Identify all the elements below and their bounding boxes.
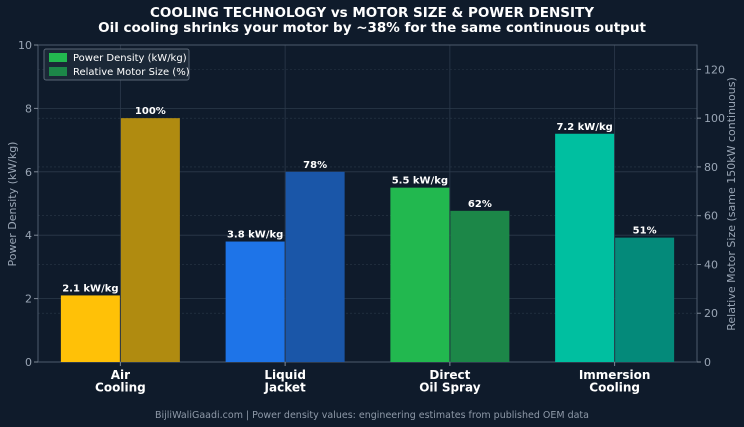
left-axis-label: Power Density (kW/kg) <box>6 142 19 267</box>
bar <box>615 237 675 362</box>
right-tick-label: 20 <box>704 307 718 320</box>
bar <box>285 171 345 362</box>
left-tick-label: 8 <box>25 102 32 115</box>
left-tick-label: 4 <box>25 229 32 242</box>
left-axis: 0 2 4 6 8 10 <box>18 39 38 369</box>
data-label: 2.1 kW/kg <box>62 283 118 294</box>
data-label: 100% <box>135 106 166 117</box>
right-tick-label: 100 <box>704 112 725 125</box>
right-axis: 0 20 40 60 80 100 120 <box>697 63 725 369</box>
legend-swatch <box>49 53 67 62</box>
bar <box>225 241 285 362</box>
plot-frame <box>37 44 698 363</box>
data-label: 62% <box>468 199 492 210</box>
legend-box <box>43 48 190 81</box>
right-axis-label: Relative Motor Size (same 150kW continuo… <box>725 77 738 330</box>
left-tick-label: 10 <box>18 39 32 52</box>
right-tick-label: 60 <box>704 210 718 223</box>
data-label: 51% <box>633 226 657 237</box>
data-label: 7.2 kW/kg <box>556 122 612 133</box>
category-label: Liquid <box>264 368 306 382</box>
data-label: 78% <box>303 160 327 171</box>
legend: Power Density (kW/kg) Relative Motor Siz… <box>43 48 190 81</box>
data-label: 3.8 kW/kg <box>227 230 283 241</box>
chart-subtitle: Oil cooling shrinks your motor by ~38% f… <box>98 20 646 36</box>
right-tick-label: 0 <box>704 356 711 369</box>
bars <box>60 118 675 363</box>
legend-entry: Power Density (kW/kg) <box>73 53 187 64</box>
category-label: Jacket <box>264 381 306 395</box>
right-tick-label: 120 <box>704 63 725 76</box>
legend-swatch <box>49 67 67 76</box>
left-tick-label: 6 <box>25 166 32 179</box>
legend-entry: Relative Motor Size (%) <box>73 67 190 78</box>
bar <box>450 210 510 362</box>
data-label: 5.5 kW/kg <box>392 176 448 187</box>
right-tick-label: 80 <box>704 161 718 174</box>
category-label: Cooling <box>95 381 146 395</box>
left-tick-label: 2 <box>25 293 32 306</box>
left-tick-label: 0 <box>25 356 32 369</box>
category-label: Cooling <box>589 381 640 395</box>
right-tick-label: 40 <box>704 258 718 271</box>
footer-note: BijliWaliGaadi.com | Power density value… <box>155 410 589 421</box>
category-label: Air <box>111 368 130 382</box>
data-labels: 2.1 kW/kg 100% 3.8 kW/kg 78% 5.5 kW/kg 62% 7.2… <box>62 106 656 294</box>
chart-title: COOLING TECHNOLOGY vs MOTOR SIZE & POWER… <box>150 5 594 21</box>
category-label: Direct <box>429 368 470 382</box>
bar <box>390 187 450 362</box>
bar <box>555 133 615 362</box>
bar <box>120 118 180 363</box>
category-label: Immersion <box>579 368 651 382</box>
category-label: Oil Spray <box>419 381 480 395</box>
bar <box>60 295 120 362</box>
